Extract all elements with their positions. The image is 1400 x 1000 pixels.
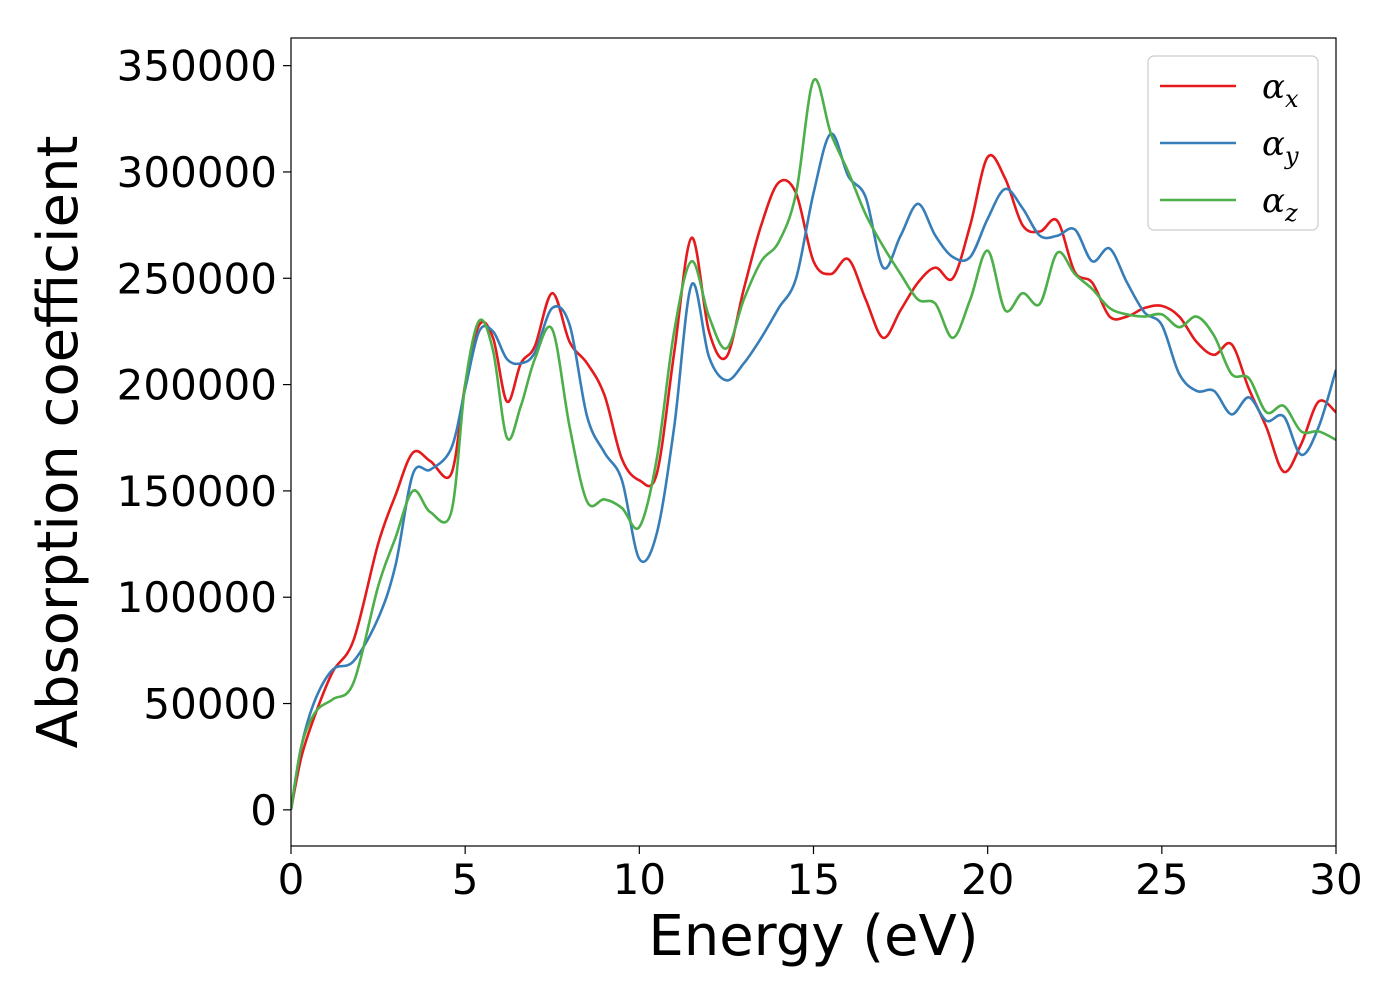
y-tick-label: 100000 <box>117 573 277 622</box>
legend-label-y: αy <box>1262 124 1299 170</box>
y-tick-label: 300000 <box>117 148 277 197</box>
x-tick-label: 5 <box>452 855 479 904</box>
x-tick-label: 30 <box>1309 855 1362 904</box>
series-line-z <box>291 77 1336 811</box>
y-tick-label: 200000 <box>117 361 277 410</box>
y-tick-label: 350000 <box>117 42 277 91</box>
series-line-y <box>291 132 1336 811</box>
legend-subscript: z <box>1284 199 1298 227</box>
x-tick-label: 20 <box>961 855 1014 904</box>
x-tick-label: 10 <box>613 855 666 904</box>
x-axis: 0 5 10 15 20 25 30 <box>278 846 1363 904</box>
legend-symbol: α <box>1262 124 1285 164</box>
series-layer <box>291 77 1336 811</box>
series-line-x <box>291 153 1336 811</box>
y-tick-label: 0 <box>250 786 277 835</box>
y-axis: 0 50000 100000 150000 200000 250000 300000 3500… <box>117 42 291 835</box>
legend-subscript: y <box>1284 142 1299 170</box>
legend-label-x: αx <box>1262 67 1299 113</box>
x-tick-label: 25 <box>1135 855 1188 904</box>
legend-symbol: α <box>1262 181 1285 221</box>
x-tick-label: 15 <box>787 855 840 904</box>
x-tick-label: 0 <box>278 855 305 904</box>
legend-label-z: αz <box>1262 181 1298 227</box>
y-axis-title: Absorption coefficient <box>26 136 91 749</box>
legend-symbol: α <box>1262 67 1285 107</box>
y-tick-label: 250000 <box>117 254 277 303</box>
y-tick-label: 150000 <box>117 467 277 516</box>
legend-subscript: x <box>1285 85 1299 113</box>
x-axis-title: Energy (eV) <box>648 904 978 969</box>
y-tick-label: 50000 <box>143 680 277 729</box>
